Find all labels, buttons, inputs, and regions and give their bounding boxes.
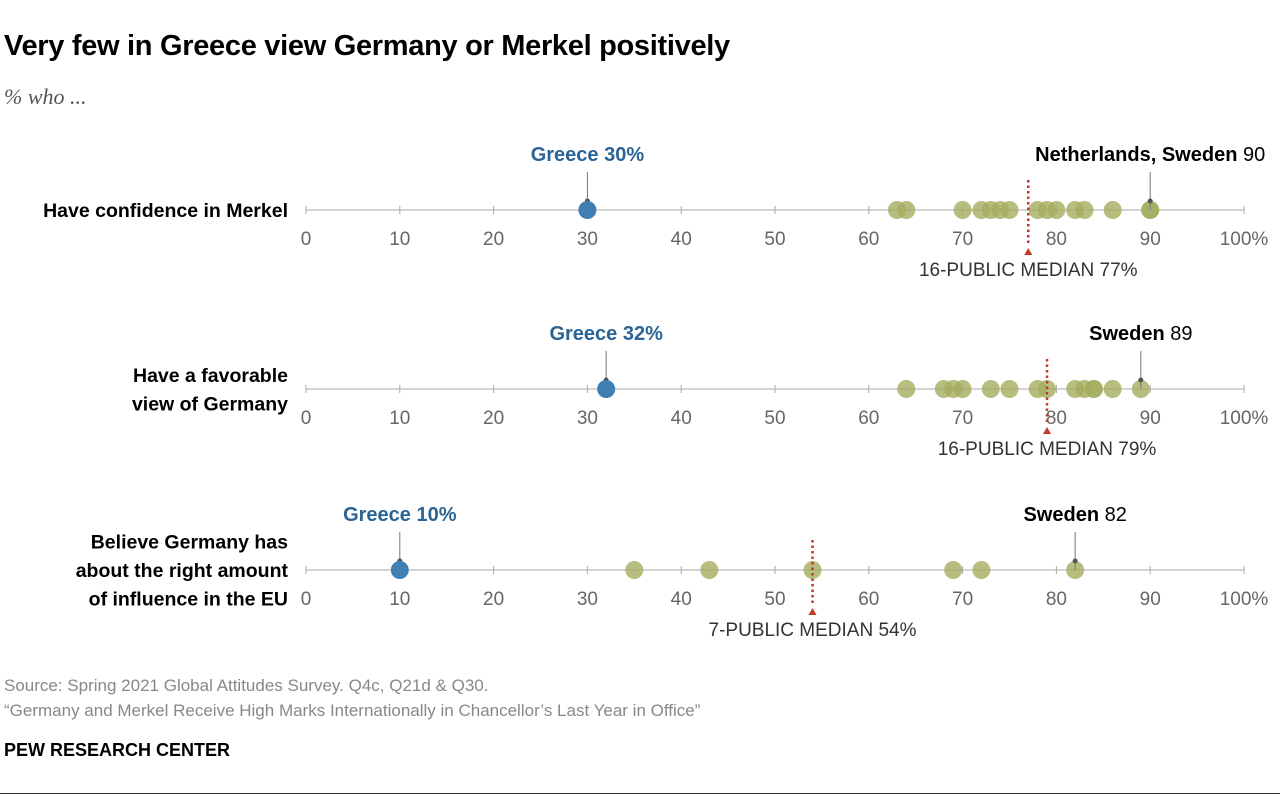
data-point (897, 201, 916, 219)
top-public-name: Sweden (1023, 504, 1104, 526)
tick-label: 100% (1220, 408, 1269, 429)
tick-label: 20 (483, 408, 504, 429)
tick-label: 60 (858, 408, 879, 429)
tick-label: 20 (483, 589, 504, 610)
data-point (944, 561, 963, 579)
top-public-name: Sweden (1089, 323, 1170, 345)
top-public-label: Sweden 82 (1023, 504, 1126, 526)
data-point (953, 380, 972, 398)
greece-data-point (390, 561, 409, 579)
median-marker (1043, 427, 1052, 434)
data-point (1075, 201, 1094, 219)
brand-name: PEW RESEARCH CENTER (4, 740, 231, 760)
top-public-value: 82 (1105, 504, 1127, 526)
tick-label: 40 (671, 408, 692, 429)
tick-label: 70 (952, 589, 973, 610)
top-leader-dot (1147, 198, 1153, 204)
greece-label: Greece 32% (549, 323, 663, 345)
row-label: Have a favorable (133, 365, 288, 387)
tick-label: 40 (671, 229, 692, 250)
median-label: 16-PUBLIC MEDIAN 77% (919, 260, 1138, 281)
greece-data-point (597, 380, 616, 398)
dot-plot-chart: 0 10 20 30 40 50 60 70 80 90 100% Have confidence i… (43, 144, 1269, 641)
tick-label: 10 (389, 229, 410, 250)
row-label: about the right amount (76, 560, 289, 582)
tick-label: 50 (764, 229, 785, 250)
tick-label: 90 (1140, 408, 1161, 429)
tick-label: 40 (671, 589, 692, 610)
top-leader-dot (1072, 558, 1078, 564)
top-public-value: 90 (1243, 144, 1265, 166)
chart-title: Very few in Greece view Germany or Merke… (4, 30, 730, 62)
tick-label: 50 (764, 589, 785, 610)
top-public-value: 89 (1170, 323, 1192, 345)
median-marker (1024, 248, 1033, 255)
row-label: of influence in the EU (89, 589, 288, 611)
top-leader-dot (1138, 377, 1144, 383)
data-point (1047, 201, 1066, 219)
tick-label: 90 (1140, 589, 1161, 610)
tick-label: 90 (1140, 229, 1161, 250)
median-marker (808, 608, 817, 615)
tick-label: 0 (301, 589, 312, 610)
tick-label: 80 (1046, 589, 1067, 610)
tick-label: 80 (1046, 229, 1067, 250)
tick-label: 30 (577, 589, 598, 610)
tick-label: 100% (1220, 229, 1269, 250)
tick-label: 100% (1220, 589, 1269, 610)
data-point (953, 201, 972, 219)
data-point (1103, 380, 1122, 398)
tick-label: 70 (952, 408, 973, 429)
greece-label: Greece 30% (531, 144, 645, 166)
tick-label: 80 (1046, 408, 1067, 429)
tick-label: 60 (858, 229, 879, 250)
source-note: Source: Spring 2021 Global Attitudes Sur… (4, 676, 489, 695)
tick-label: 10 (389, 589, 410, 610)
data-point (981, 380, 1000, 398)
data-point (1084, 380, 1103, 398)
tick-label: 0 (301, 229, 312, 250)
tick-label: 20 (483, 229, 504, 250)
top-public-label: Netherlands, Sweden 90 (1035, 144, 1265, 166)
data-point (625, 561, 644, 579)
row-label: Have confidence in Merkel (43, 200, 288, 222)
tick-label: 10 (389, 408, 410, 429)
report-title: “Germany and Merkel Receive High Marks I… (4, 701, 701, 720)
data-point (897, 380, 916, 398)
median-label: 7-PUBLIC MEDIAN 54% (709, 620, 917, 641)
data-point (1000, 380, 1019, 398)
bottom-divider (0, 793, 1280, 794)
row-label: Believe Germany has (91, 532, 288, 554)
greece-label: Greece 10% (343, 504, 457, 526)
data-point (1000, 201, 1019, 219)
median-label: 16-PUBLIC MEDIAN 79% (938, 439, 1157, 460)
tick-label: 0 (301, 408, 312, 429)
data-point (972, 561, 991, 579)
data-point (1103, 201, 1122, 219)
top-public-name: Netherlands, Sweden (1035, 144, 1243, 166)
tick-label: 30 (577, 408, 598, 429)
tick-label: 60 (858, 589, 879, 610)
tick-label: 50 (764, 408, 785, 429)
tick-label: 70 (952, 229, 973, 250)
data-point (700, 561, 719, 579)
top-public-label: Sweden 89 (1089, 323, 1192, 345)
greece-data-point (578, 201, 597, 219)
tick-label: 30 (577, 229, 598, 250)
row-label: view of Germany (132, 393, 288, 415)
chart-subtitle: % who ... (4, 84, 87, 109)
